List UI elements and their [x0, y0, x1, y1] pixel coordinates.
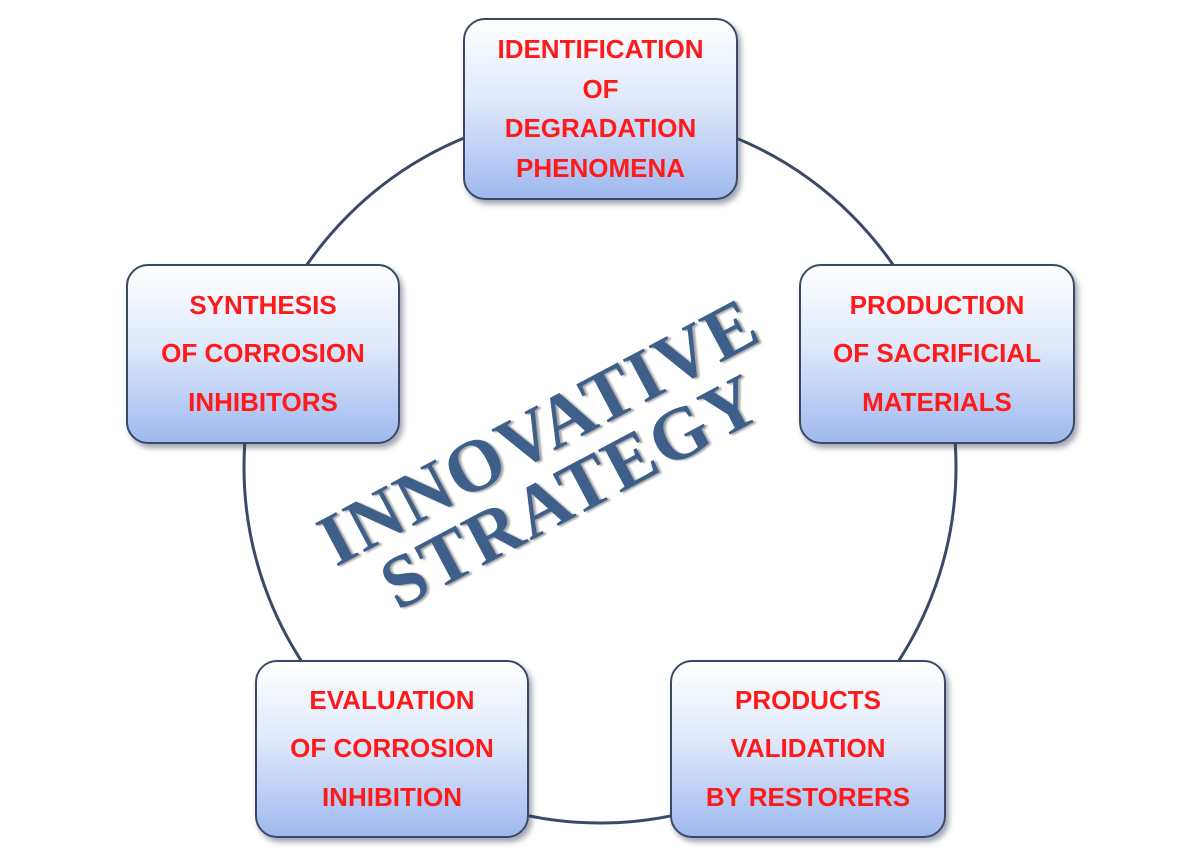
node-production-of-sacrificial-materials: PRODUCTION OF SACRIFICIAL MATERIALS — [799, 264, 1075, 444]
node-label-line: INHIBITION — [321, 781, 463, 812]
node-label-line: OF CORROSION — [161, 338, 365, 369]
node-label-line: MATERIALS — [862, 387, 1012, 418]
node-label-line: SYNTHESIS — [189, 289, 337, 320]
node-label-line: OF CORROSION — [290, 733, 494, 764]
node-label-line: IDENTIFICATION — [497, 34, 704, 65]
node-label-line: DEGRADATION — [504, 113, 697, 144]
node-synthesis-of-corrosion-inhibitors: SYNTHESIS OF CORROSION INHIBITORS — [126, 264, 400, 444]
node-label-line: PRODUCTION — [849, 289, 1025, 320]
node-label-line: OF SACRIFICIAL — [833, 338, 1041, 369]
node-label-line: VALIDATION — [730, 733, 886, 764]
node-label-line: INHIBITORS — [188, 387, 338, 418]
node-label-line: EVALUATION — [309, 685, 475, 716]
node-label-line: PRODUCTS — [735, 685, 881, 716]
node-identification-of-degradation-phenomena: IDENTIFICATION OF DEGRADATION PHENOMENA — [463, 18, 738, 200]
node-label-line: OF — [582, 73, 619, 104]
node-label-line: PHENOMENA — [515, 152, 685, 183]
node-evaluation-of-corrosion-inhibition: EVALUATION OF CORROSION INHIBITION — [255, 660, 529, 838]
node-products-validation-by-restorers: PRODUCTS VALIDATION BY RESTORERS — [670, 660, 946, 838]
node-label-line: BY RESTORERS — [705, 781, 911, 812]
